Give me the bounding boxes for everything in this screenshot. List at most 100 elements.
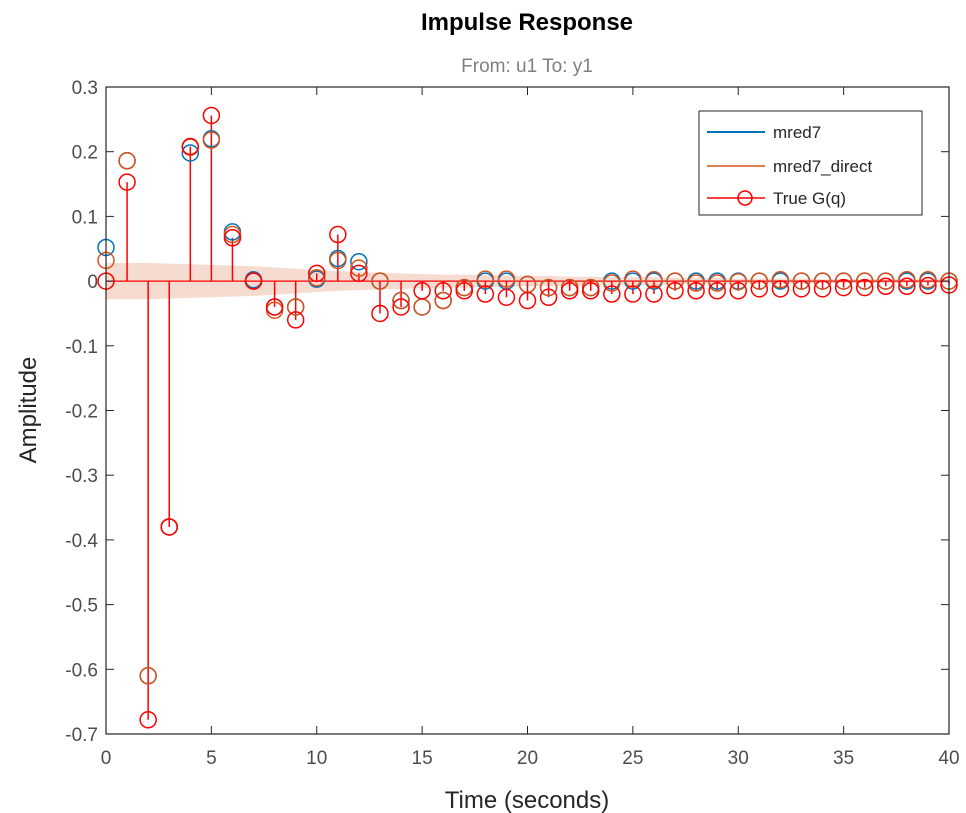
marker-true-g-14 bbox=[392, 298, 410, 316]
marker-true-g-25 bbox=[624, 285, 642, 303]
marker-true-g-35 bbox=[834, 278, 853, 297]
marker-true-g-33 bbox=[792, 280, 811, 298]
marker-true-g-4 bbox=[181, 137, 200, 156]
marker-mred7-direct-5 bbox=[202, 131, 221, 149]
marker-mred7-direct-12 bbox=[350, 259, 368, 277]
y-tick-label-6: -0.3 bbox=[65, 466, 98, 487]
legend-label-true-g: True G(q) bbox=[773, 189, 846, 208]
y-tick-label-10: -0.7 bbox=[65, 725, 98, 746]
marker-true-g-26 bbox=[645, 285, 663, 303]
y-tick-label-1: 0.2 bbox=[72, 143, 98, 164]
marker-mred7-direct-33 bbox=[792, 272, 811, 290]
marker-true-g-34 bbox=[813, 280, 832, 298]
marker-true-g-6 bbox=[223, 229, 242, 247]
marker-true-g-9 bbox=[286, 311, 305, 329]
marker-true-g-18 bbox=[476, 285, 495, 303]
x-tick-label-35: 35 bbox=[833, 748, 854, 769]
marker-mred7-direct-13 bbox=[371, 272, 389, 290]
x-tick-label-25: 25 bbox=[622, 748, 643, 769]
marker-mred7-direct-14 bbox=[392, 291, 410, 310]
marker-mred7-direct-21 bbox=[539, 278, 558, 297]
marker-mred7-4 bbox=[181, 144, 200, 162]
marker-true-g-15 bbox=[413, 282, 431, 300]
marker-true-g-38 bbox=[898, 277, 916, 296]
marker-mred7-direct-26 bbox=[645, 271, 663, 289]
marker-true-g-28 bbox=[687, 282, 705, 300]
marker-true-g-32 bbox=[771, 280, 790, 298]
marker-true-g-2 bbox=[139, 711, 157, 729]
marker-true-g-17 bbox=[455, 282, 474, 300]
marker-true-g-21 bbox=[539, 288, 558, 307]
marker-mred7-direct-16 bbox=[434, 291, 452, 310]
marker-mred7-direct-2 bbox=[139, 667, 157, 685]
marker-mred7-direct-38 bbox=[898, 271, 916, 289]
marker-mred7-direct-18 bbox=[476, 270, 495, 288]
x-axis-label: Time (seconds) bbox=[445, 787, 609, 813]
marker-mred7-direct-32 bbox=[771, 271, 790, 289]
marker-true-g-19 bbox=[497, 288, 516, 307]
marker-mred7-direct-27 bbox=[666, 272, 684, 290]
marker-true-g-1 bbox=[118, 173, 136, 191]
marker-true-g-22 bbox=[560, 282, 579, 300]
chart-subtitle: From: u1 To: y1 bbox=[461, 56, 593, 77]
marker-true-g-31 bbox=[750, 280, 769, 298]
y-tick-label-3: 0 bbox=[87, 272, 98, 293]
marker-mred7-direct-10 bbox=[308, 269, 326, 287]
y-tick-label-2: 0.1 bbox=[72, 207, 98, 228]
x-tick-label-30: 30 bbox=[728, 748, 749, 769]
marker-mred7-direct-29 bbox=[708, 274, 726, 292]
chart-title: Impulse Response bbox=[421, 9, 633, 36]
y-tick-label-0: 0.3 bbox=[72, 78, 98, 99]
marker-true-g-11 bbox=[329, 225, 347, 244]
marker-true-g-10 bbox=[308, 264, 326, 283]
x-tick-label-40: 40 bbox=[938, 748, 959, 769]
marker-mred7-direct-25 bbox=[624, 270, 642, 288]
marker-true-g-16 bbox=[434, 282, 452, 300]
legend-label-mred7-direct: mred7_direct bbox=[773, 157, 872, 176]
marker-true-g-20 bbox=[518, 291, 537, 310]
marker-mred7-direct-11 bbox=[329, 251, 347, 270]
marker-mred7-direct-34 bbox=[813, 272, 832, 290]
y-tick-label-4: -0.1 bbox=[65, 337, 98, 358]
y-tick-label-7: -0.4 bbox=[65, 531, 98, 552]
x-tick-label-10: 10 bbox=[306, 748, 327, 769]
marker-true-g-8 bbox=[265, 298, 284, 316]
marker-mred7-direct-30 bbox=[729, 272, 747, 291]
marker-mred7-direct-1 bbox=[118, 152, 136, 170]
marker-mred7-12 bbox=[350, 252, 368, 271]
x-tick-label-20: 20 bbox=[517, 748, 538, 769]
marker-true-g-37 bbox=[877, 277, 895, 296]
marker-mred7-direct-19 bbox=[497, 270, 516, 288]
marker-true-g-3 bbox=[160, 518, 178, 536]
marker-true-g-13 bbox=[371, 304, 389, 323]
marker-true-g-5 bbox=[202, 106, 221, 125]
marker-mred7-direct-24 bbox=[603, 274, 621, 292]
marker-true-g-36 bbox=[855, 278, 874, 297]
y-axis-label: Amplitude bbox=[15, 357, 42, 464]
x-tick-label-5: 5 bbox=[206, 748, 217, 769]
marker-mred7-direct-37 bbox=[877, 272, 895, 290]
plot-area bbox=[97, 106, 958, 729]
marker-true-g-29 bbox=[708, 282, 726, 300]
y-tick-label-5: -0.2 bbox=[65, 402, 98, 423]
marker-true-g-39 bbox=[919, 276, 937, 295]
marker-mred7-direct-36 bbox=[855, 272, 874, 290]
y-tick-label-9: -0.6 bbox=[65, 660, 98, 681]
marker-true-g-27 bbox=[666, 282, 684, 300]
legend: mred7 mred7_direct True G(q) bbox=[698, 110, 923, 216]
marker-mred7-direct-9 bbox=[286, 298, 305, 316]
legend-label-mred7: mred7 bbox=[773, 123, 821, 142]
marker-true-g-7 bbox=[244, 272, 263, 290]
marker-mred7-direct-31 bbox=[750, 272, 769, 290]
y-tick-label-8: -0.5 bbox=[65, 596, 98, 617]
legend-marker-true-g bbox=[737, 190, 753, 206]
x-tick-label-15: 15 bbox=[412, 748, 433, 769]
axis-ticks: 0 5 10 15 20 25 30 35 40 0.3 0.2 0.1 0 -0.1 -0.2 -0.3 -0… bbox=[65, 78, 959, 769]
marker-true-g-12 bbox=[350, 264, 368, 283]
marker-true-g-30 bbox=[729, 282, 747, 300]
marker-true-g-23 bbox=[581, 282, 600, 300]
marker-mred7-direct-35 bbox=[834, 272, 853, 290]
marker-mred7-direct-28 bbox=[687, 274, 705, 292]
marker-mred7-direct-39 bbox=[919, 271, 937, 289]
